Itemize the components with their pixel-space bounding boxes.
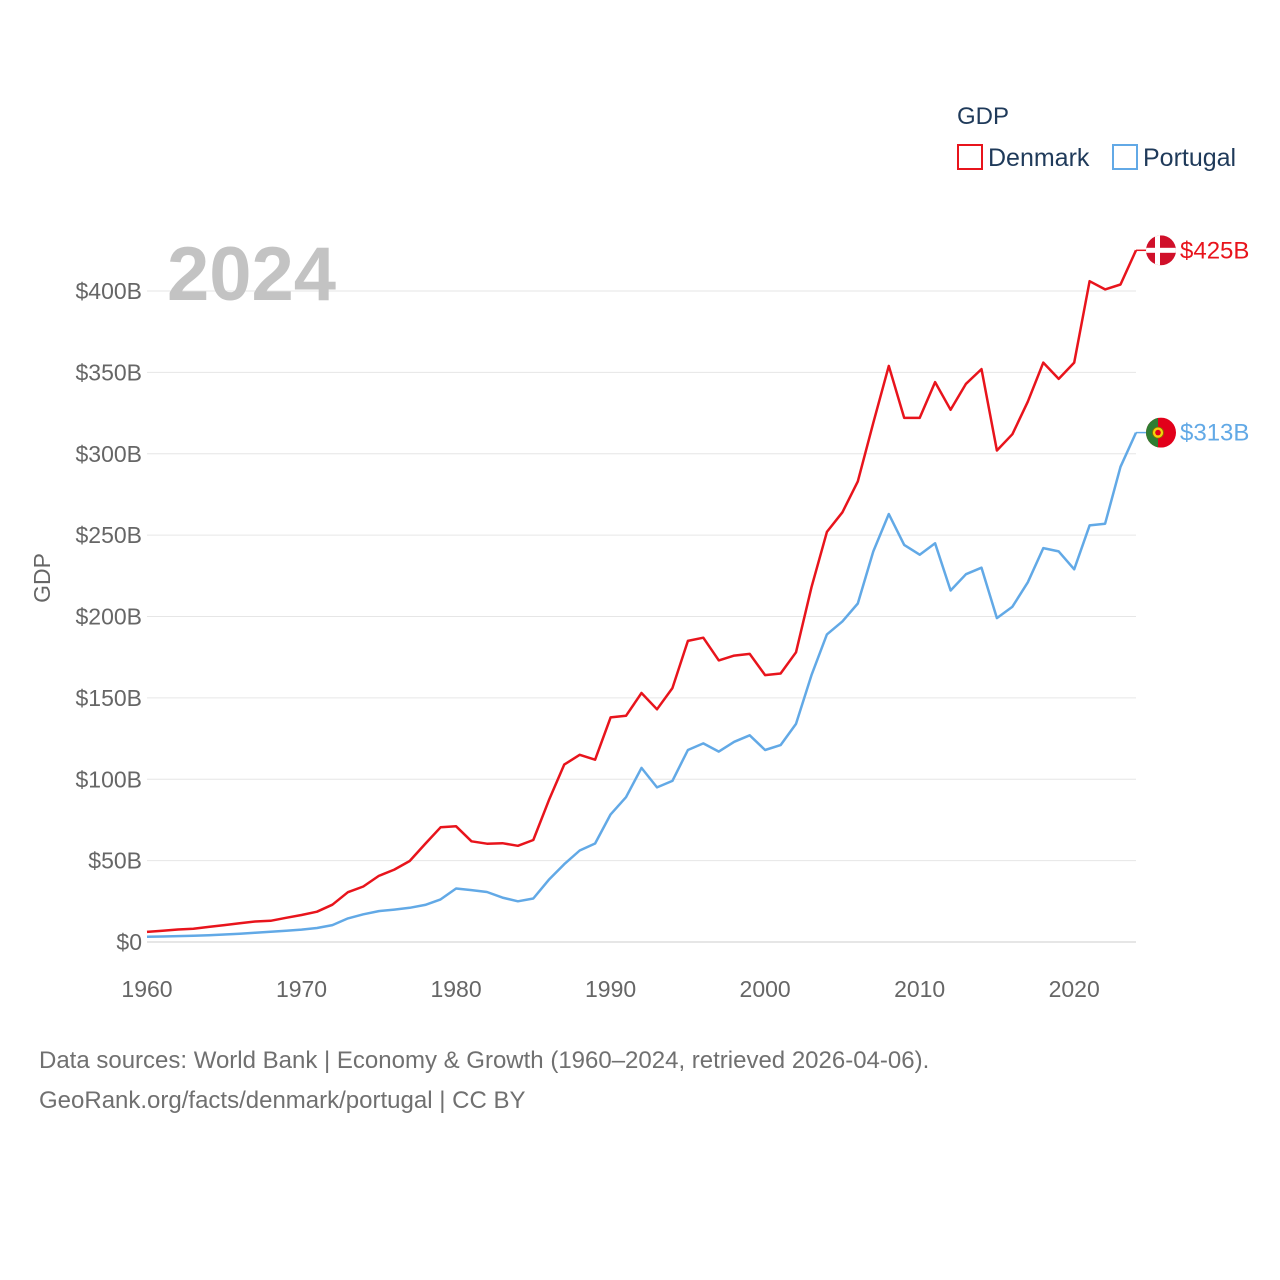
legend-swatch-denmark [957,144,983,170]
series-lines [146,249,1138,939]
x-tick-label: 1980 [430,976,481,1002]
y-tick-label: $400B [75,278,142,304]
x-tick-label: 2020 [1049,976,1100,1002]
legend-label-portugal: Portugal [1143,144,1236,172]
source-line-2: GeoRank.org/facts/denmark/portugal | CC … [39,1087,525,1114]
x-tick-label: 2010 [894,976,945,1002]
y-tick-label: $300B [75,441,142,467]
legend-swatch-portugal [1112,144,1138,170]
y-tick-label: $0 [116,929,142,955]
legend-item-portugal[interactable]: Portugal [1112,144,1236,172]
x-tick-label: 1960 [121,976,172,1002]
legend-title: GDP [957,103,1009,130]
y-axis-title: GDP [29,553,55,603]
x-tick-label: 1970 [276,976,327,1002]
y-tick-label: $150B [75,685,142,711]
x-tick-label: 1990 [585,976,636,1002]
legend-item-denmark[interactable]: Denmark [957,144,1090,172]
year-label: 2024 [167,232,336,317]
y-tick-label: $50B [88,848,142,874]
series-line-portugal[interactable] [146,432,1138,939]
y-tick-label: $250B [75,522,142,548]
y-tick-label: $350B [75,359,142,385]
end-value-denmark: $425B [1180,237,1249,264]
portugal-flag-icon [1146,417,1176,448]
y-tick-label: $200B [75,604,142,630]
x-tick-label: 2000 [740,976,791,1002]
legend-label-denmark: Denmark [988,144,1090,172]
series-line-denmark[interactable] [146,249,1138,934]
x-axis-ticks: 1960 1970 1980 1990 2000 2010 2020 [121,976,1099,1002]
y-tick-label: $100B [75,766,142,792]
denmark-flag-icon [1146,235,1176,266]
legend: GDP Denmark Portugal [957,103,1236,172]
end-value-portugal: $313B [1180,420,1249,447]
y-axis-ticks: $0 $50B $100B $150B $200B $250B $300B $350B $400… [75,278,142,955]
grid-lines [147,290,1136,943]
source-line-1: Data sources: World Bank | Economy & Gro… [39,1047,929,1074]
series-endpoints: $425B $313B [1136,235,1249,448]
